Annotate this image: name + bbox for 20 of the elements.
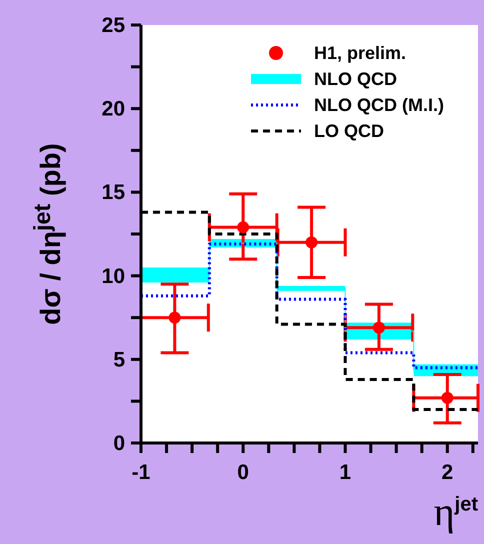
legend-label: H1, prelim. (314, 42, 406, 64)
point (441, 392, 454, 404)
point (372, 322, 385, 334)
point (168, 312, 181, 324)
legend-label: NLO QCD (M.I.) (314, 94, 444, 116)
x-tick-label: -1 (132, 461, 151, 484)
x-tick-label: 2 (442, 461, 454, 484)
x-tick-label: 0 (237, 461, 249, 484)
x-tick-label: 1 (339, 461, 352, 484)
y-tick-label: 5 (113, 348, 126, 372)
y-tick-label: 20 (102, 98, 125, 121)
y-tick-label: 15 (102, 181, 126, 204)
point (306, 236, 318, 248)
y-tick-label: 0 (113, 432, 125, 455)
legend-label: NLO QCD (314, 68, 398, 90)
y-tick-label: 25 (102, 14, 126, 37)
legend-label: LO QCD (314, 120, 384, 142)
x-axis-title: η$^{jet}$ (434, 488, 478, 535)
y-tick-label: 10 (102, 264, 125, 288)
point (237, 221, 250, 234)
